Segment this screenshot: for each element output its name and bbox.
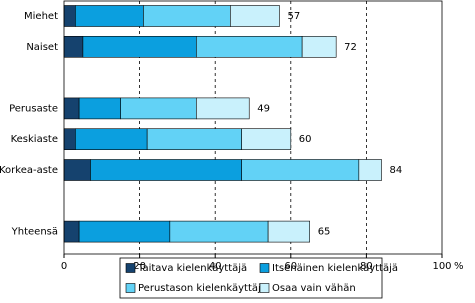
legend-swatch: [125, 263, 136, 273]
x-tick-label: 20: [133, 261, 146, 272]
legend-label: Osaa vain vähän: [272, 283, 356, 294]
y-tick-label: Miehet: [24, 11, 58, 22]
bar-segment: [78, 220, 171, 243]
y-tick-label: Keskiaste: [11, 134, 58, 145]
legend-swatch: [125, 283, 136, 293]
bar-segment: [78, 97, 122, 120]
legend-swatch: [259, 283, 270, 293]
y-tick-label: Yhteensä: [11, 227, 58, 238]
total-label: 65: [318, 227, 331, 238]
bar-segment: [196, 35, 303, 58]
bar-segment: [241, 128, 292, 150]
bar-segment: [82, 35, 197, 58]
bar-segment: [146, 128, 242, 150]
legend-label: Perustason kielenkäyttäjä: [138, 283, 267, 294]
x-tick-label: 80: [360, 261, 373, 272]
bar-segment: [63, 35, 84, 58]
bar-segment: [230, 5, 280, 27]
legend-label: Taitava kielenkäyttäjä: [137, 263, 247, 274]
total-label: 84: [390, 165, 403, 176]
legend-box: [119, 257, 383, 299]
total-label: 60: [299, 134, 312, 145]
x-axis-label: %: [454, 261, 464, 272]
bar-segment: [358, 159, 382, 181]
y-tick-label: Naiset: [26, 42, 58, 53]
plot-frame: [63, 0, 443, 255]
x-tick-label: 0: [61, 261, 67, 272]
x-tick-label: 40: [209, 261, 222, 272]
bar-segment: [75, 128, 148, 150]
bar-segment: [63, 97, 80, 120]
x-tick-label: 100: [432, 261, 451, 272]
bar-segment: [63, 159, 91, 181]
y-tick-label: Korkea-aste: [0, 165, 58, 176]
bar-segment: [63, 5, 76, 27]
total-label: 57: [287, 11, 300, 22]
legend-swatch: [259, 263, 270, 273]
bar-segment: [241, 159, 360, 181]
bar-segment: [301, 35, 337, 58]
y-tick-label: Perusaste: [9, 103, 58, 114]
bar-segment: [75, 5, 144, 27]
bar-segment: [196, 97, 250, 120]
bar-segment: [120, 97, 197, 120]
x-tick-label: 60: [284, 261, 297, 272]
bar-segment: [169, 220, 269, 243]
bar-segment: [267, 220, 310, 243]
bar-segment: [63, 128, 76, 150]
total-label: 72: [344, 42, 357, 53]
total-label: 49: [257, 103, 270, 114]
bar-segment: [63, 220, 80, 243]
legend-label: Itsenäinen kielenkäyttäjä: [272, 263, 398, 274]
bar-segment: [143, 5, 231, 27]
bar-segment: [90, 159, 242, 181]
